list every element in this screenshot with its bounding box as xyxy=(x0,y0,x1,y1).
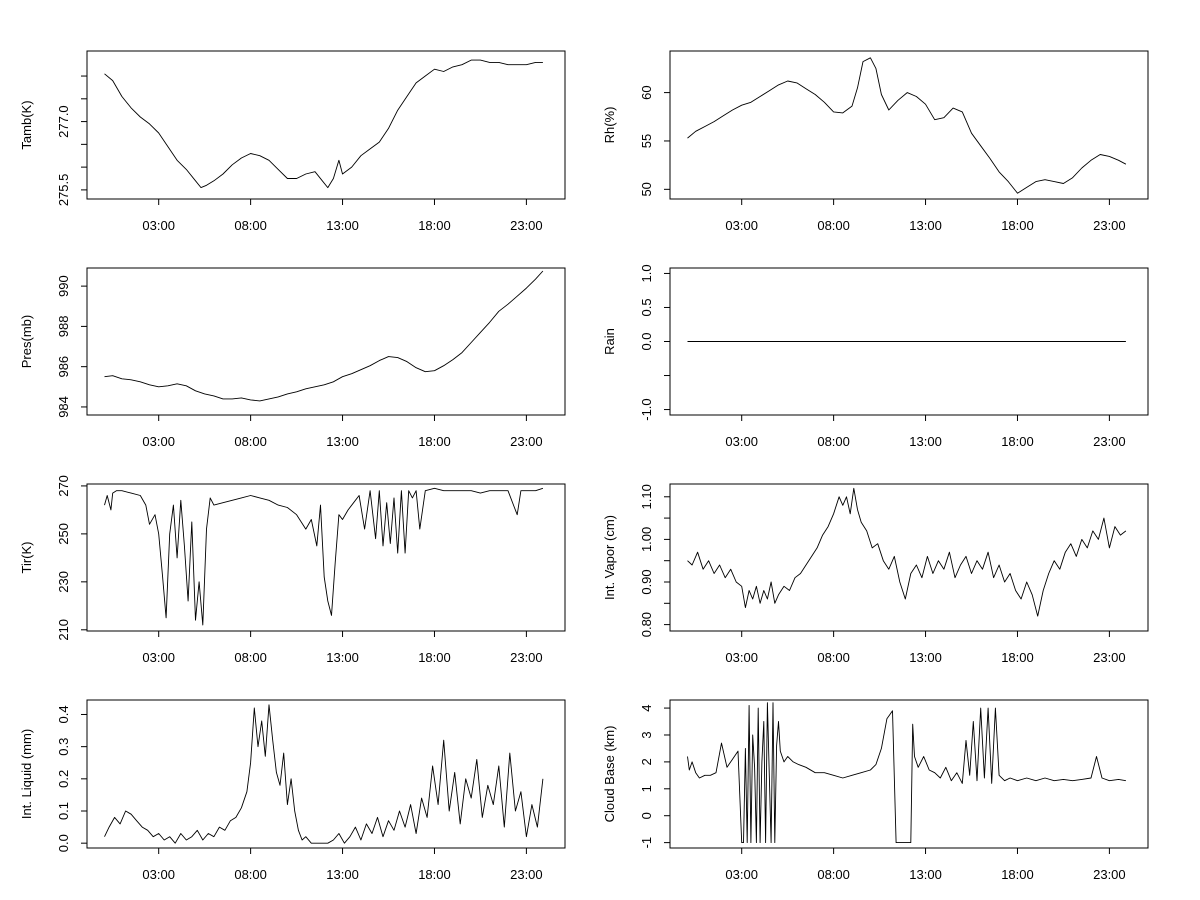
panel-tamb-k: 03:00 08:00 13:00 18:00 23:00 275.5 277.0 Tamb(… xyxy=(19,50,566,233)
panel-int-liquid-mm: 03:00 08:00 13:00 18:00 23:00 0.0 0.1 0.2 0.3 0.4… xyxy=(19,699,566,882)
y-axis-title: Int. Liquid (mm) xyxy=(19,729,34,819)
x-tick-label: 08:00 xyxy=(817,434,850,449)
y-tick-label: -1 xyxy=(639,837,654,849)
y-tick-label: 1.00 xyxy=(639,527,654,552)
x-tick-label: 03:00 xyxy=(725,867,758,882)
x-tick-label: 23:00 xyxy=(1093,434,1126,449)
y-tick-label: 275.5 xyxy=(56,174,71,207)
x-tick-label: 03:00 xyxy=(725,434,758,449)
panel-tir-k: 03:00 08:00 13:00 18:00 23:00 210 230 250 270 Tir… xyxy=(19,475,566,665)
series-line-tir-k xyxy=(104,487,544,626)
series-line-rh xyxy=(687,57,1127,194)
y-tick-label: 0.0 xyxy=(56,834,71,852)
y-axis-title: Int. Vapor (cm) xyxy=(602,515,617,600)
x-tick-label: 13:00 xyxy=(326,867,359,882)
y-tick-label: -1.0 xyxy=(639,398,654,420)
x-tick-label: 23:00 xyxy=(510,867,543,882)
y-axis-title: Tamb(K) xyxy=(19,100,34,149)
x-tick-label: 13:00 xyxy=(326,434,359,449)
x-tick-label: 03:00 xyxy=(142,218,175,233)
x-tick-label: 18:00 xyxy=(418,867,451,882)
y-tick-label: 0.3 xyxy=(56,738,71,756)
panel-int-vapor-cm: 03:00 08:00 13:00 18:00 23:00 0.80 0.90 1.00 1.1… xyxy=(602,483,1149,665)
x-tick-label: 03:00 xyxy=(725,218,758,233)
x-tick-label: 08:00 xyxy=(817,867,850,882)
y-tick-label: 2 xyxy=(639,758,654,765)
x-tick-label: 18:00 xyxy=(1001,218,1034,233)
series-line-pres-mb xyxy=(104,270,544,402)
x-tick-label: 23:00 xyxy=(1093,218,1126,233)
x-tick-label: 08:00 xyxy=(234,650,267,665)
x-tick-label: 23:00 xyxy=(510,434,543,449)
y-tick-label: 0.80 xyxy=(639,612,654,637)
x-tick-label: 03:00 xyxy=(142,867,175,882)
x-tick-label: 08:00 xyxy=(234,218,267,233)
x-tick-label: 18:00 xyxy=(1001,434,1034,449)
y-axis-title: Pres(mb) xyxy=(19,315,34,368)
x-tick-label: 23:00 xyxy=(1093,650,1126,665)
x-tick-label: 23:00 xyxy=(510,218,543,233)
y-tick-label: 0 xyxy=(639,812,654,819)
x-tick-label: 18:00 xyxy=(418,434,451,449)
y-axis-title: Cloud Base (km) xyxy=(602,726,617,823)
x-tick-label: 13:00 xyxy=(909,434,942,449)
x-tick-label: 18:00 xyxy=(1001,650,1034,665)
y-tick-label: 986 xyxy=(56,356,71,378)
y-tick-label: 988 xyxy=(56,316,71,338)
series-line-int-liquid-mm xyxy=(104,704,544,844)
x-tick-label: 18:00 xyxy=(418,650,451,665)
x-tick-label: 18:00 xyxy=(418,218,451,233)
y-tick-label: 4 xyxy=(639,704,654,711)
x-tick-label: 18:00 xyxy=(1001,867,1034,882)
x-tick-label: 03:00 xyxy=(142,650,175,665)
y-tick-label: 230 xyxy=(56,571,71,593)
x-tick-label: 13:00 xyxy=(909,867,942,882)
y-tick-label: 270 xyxy=(56,475,71,497)
x-tick-label: 23:00 xyxy=(1093,867,1126,882)
x-tick-label: 13:00 xyxy=(909,650,942,665)
y-tick-label: 250 xyxy=(56,523,71,545)
x-tick-label: 13:00 xyxy=(326,650,359,665)
x-tick-label: 23:00 xyxy=(510,650,543,665)
y-tick-label: 0.2 xyxy=(56,770,71,788)
y-tick-label: 210 xyxy=(56,619,71,641)
y-tick-label: 0.5 xyxy=(639,298,654,316)
y-axis-title: Rh(%) xyxy=(602,107,617,144)
x-tick-label: 03:00 xyxy=(725,650,758,665)
x-tick-label: 08:00 xyxy=(817,218,850,233)
y-tick-label: 55 xyxy=(639,134,654,148)
series-line-tamb-k xyxy=(104,59,543,189)
x-tick-label: 08:00 xyxy=(234,867,267,882)
y-tick-label: 0.4 xyxy=(56,705,71,723)
series-line-cloud-base-km xyxy=(687,702,1126,844)
y-tick-label: 990 xyxy=(56,275,71,297)
panel-pres-mb: 03:00 08:00 13:00 18:00 23:00 984 986 988 990 Pre… xyxy=(19,267,566,449)
y-tick-label: 0.0 xyxy=(639,332,654,350)
series-line-int-vapor-cm xyxy=(687,487,1127,617)
y-tick-label: 0.1 xyxy=(56,802,71,820)
x-tick-label: 03:00 xyxy=(142,434,175,449)
y-tick-label: 3 xyxy=(639,731,654,738)
panel-rain: 03:00 08:00 13:00 18:00 23:00 -1.0 0.0 0.5 1.0 Ra… xyxy=(602,264,1149,449)
y-tick-label: 1 xyxy=(639,785,654,792)
y-tick-label: 50 xyxy=(639,182,654,196)
panel-cloud-base-km: 03:00 08:00 13:00 18:00 23:00 -1 0 1 2 3 4 Cloud Ba… xyxy=(602,699,1149,882)
x-tick-label: 08:00 xyxy=(817,650,850,665)
y-tick-label: 0.90 xyxy=(639,569,654,594)
y-tick-label: 1.0 xyxy=(639,264,654,282)
panel-rh: 03:00 08:00 13:00 18:00 23:00 50 55 60 Rh(%) xyxy=(602,50,1149,233)
y-tick-label: 1.10 xyxy=(639,484,654,509)
x-tick-label: 13:00 xyxy=(326,218,359,233)
y-axis-title: Rain xyxy=(602,328,617,355)
y-tick-label: 60 xyxy=(639,85,654,99)
y-axis-title: Tir(K) xyxy=(19,541,34,573)
y-tick-label: 277.0 xyxy=(56,105,71,138)
x-tick-label: 08:00 xyxy=(234,434,267,449)
x-tick-label: 13:00 xyxy=(909,218,942,233)
y-tick-label: 984 xyxy=(56,396,71,418)
